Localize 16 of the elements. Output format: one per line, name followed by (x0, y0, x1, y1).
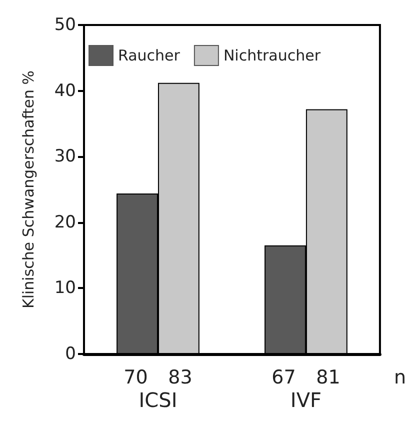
legend-label: Raucher (118, 46, 181, 64)
y-tick-label: 20 (54, 212, 76, 232)
text: 81 (316, 366, 340, 388)
text: 67 (272, 366, 296, 388)
text: 83 (168, 366, 192, 388)
text: 70 (124, 366, 148, 388)
y-axis-title: Klinische Schwangerschaften % (20, 70, 38, 308)
y-tick-label: 0 (65, 344, 76, 364)
y-tick-label: 40 (54, 80, 76, 101)
x-axis-title: n (394, 366, 406, 388)
y-tick-label: 50 (54, 15, 76, 35)
legend-label: Nichtraucher (223, 46, 322, 64)
x-tick-label: ICSI (138, 388, 178, 412)
x-tick-label: IVF (290, 388, 322, 412)
y-tick-label: 30 (54, 146, 76, 167)
y-tick-label: 10 (54, 278, 76, 298)
